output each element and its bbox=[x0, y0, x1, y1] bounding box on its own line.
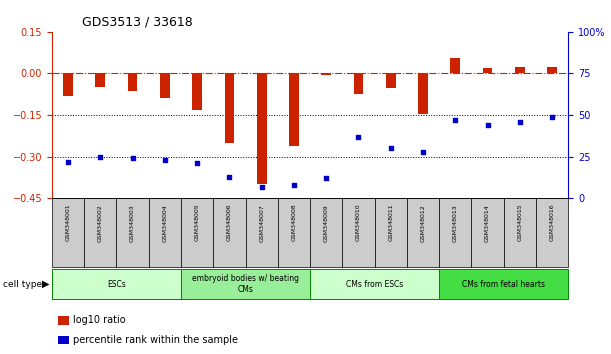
Bar bbox=[95, 74, 105, 87]
Text: GSM348005: GSM348005 bbox=[195, 204, 200, 241]
Bar bbox=[246, 198, 278, 267]
Bar bbox=[310, 198, 342, 267]
Bar bbox=[278, 198, 310, 267]
Text: GSM348015: GSM348015 bbox=[518, 204, 522, 241]
Bar bbox=[354, 74, 364, 94]
Bar bbox=[536, 198, 568, 267]
Text: CMs from ESCs: CMs from ESCs bbox=[346, 280, 403, 289]
Text: CMs from fetal hearts: CMs from fetal hearts bbox=[462, 280, 545, 289]
Text: GSM348014: GSM348014 bbox=[485, 204, 490, 241]
Bar bbox=[547, 67, 557, 74]
Bar bbox=[117, 198, 148, 267]
Bar bbox=[321, 74, 331, 75]
Bar bbox=[310, 269, 439, 299]
Text: embryoid bodies w/ beating
CMs: embryoid bodies w/ beating CMs bbox=[192, 274, 299, 294]
Text: ESCs: ESCs bbox=[107, 280, 126, 289]
Bar bbox=[407, 198, 439, 267]
Text: GSM348006: GSM348006 bbox=[227, 204, 232, 241]
Bar bbox=[439, 269, 568, 299]
Bar bbox=[472, 198, 503, 267]
Point bbox=[450, 117, 460, 123]
Point bbox=[418, 149, 428, 154]
Point bbox=[63, 159, 73, 165]
Bar bbox=[386, 74, 395, 88]
Text: percentile rank within the sample: percentile rank within the sample bbox=[73, 335, 238, 345]
Point bbox=[483, 122, 492, 128]
Text: GSM348012: GSM348012 bbox=[420, 204, 425, 241]
Bar bbox=[503, 198, 536, 267]
Bar bbox=[289, 74, 299, 145]
Bar bbox=[160, 74, 170, 98]
Text: ▶: ▶ bbox=[42, 279, 49, 289]
Bar bbox=[439, 198, 472, 267]
Bar bbox=[257, 74, 266, 184]
Point bbox=[386, 145, 396, 151]
Text: cell type: cell type bbox=[3, 280, 42, 289]
Bar bbox=[375, 198, 407, 267]
Text: GSM348016: GSM348016 bbox=[550, 204, 555, 241]
Text: GSM348010: GSM348010 bbox=[356, 204, 361, 241]
Text: GDS3513 / 33618: GDS3513 / 33618 bbox=[82, 16, 193, 29]
Text: GSM348011: GSM348011 bbox=[388, 204, 393, 241]
Bar bbox=[418, 74, 428, 114]
Text: GSM348003: GSM348003 bbox=[130, 204, 135, 241]
Point bbox=[547, 114, 557, 120]
Bar bbox=[213, 198, 246, 267]
Bar bbox=[181, 269, 310, 299]
Bar bbox=[52, 269, 181, 299]
Point bbox=[128, 155, 137, 161]
Bar bbox=[192, 74, 202, 109]
Text: GSM348004: GSM348004 bbox=[163, 204, 167, 241]
Point bbox=[515, 119, 525, 125]
Bar bbox=[342, 198, 375, 267]
Point bbox=[257, 184, 266, 189]
Point bbox=[192, 160, 202, 166]
Bar bbox=[225, 74, 234, 143]
Point bbox=[160, 157, 170, 163]
Point bbox=[289, 182, 299, 188]
Text: GSM348008: GSM348008 bbox=[291, 204, 296, 241]
Point bbox=[354, 134, 364, 139]
Bar bbox=[450, 58, 460, 74]
Bar bbox=[52, 198, 84, 267]
Bar bbox=[84, 198, 117, 267]
Text: GSM348001: GSM348001 bbox=[65, 204, 70, 241]
Bar bbox=[515, 67, 525, 74]
Bar bbox=[181, 198, 213, 267]
Text: log10 ratio: log10 ratio bbox=[73, 315, 126, 325]
Point bbox=[224, 174, 234, 179]
Bar bbox=[483, 68, 492, 74]
Text: GSM348009: GSM348009 bbox=[324, 204, 329, 241]
Bar bbox=[63, 74, 73, 96]
Bar bbox=[148, 198, 181, 267]
Point bbox=[95, 154, 105, 159]
Text: GSM348013: GSM348013 bbox=[453, 204, 458, 241]
Bar bbox=[128, 74, 137, 91]
Text: GSM348007: GSM348007 bbox=[259, 204, 264, 241]
Text: GSM348002: GSM348002 bbox=[98, 204, 103, 241]
Point bbox=[321, 176, 331, 181]
